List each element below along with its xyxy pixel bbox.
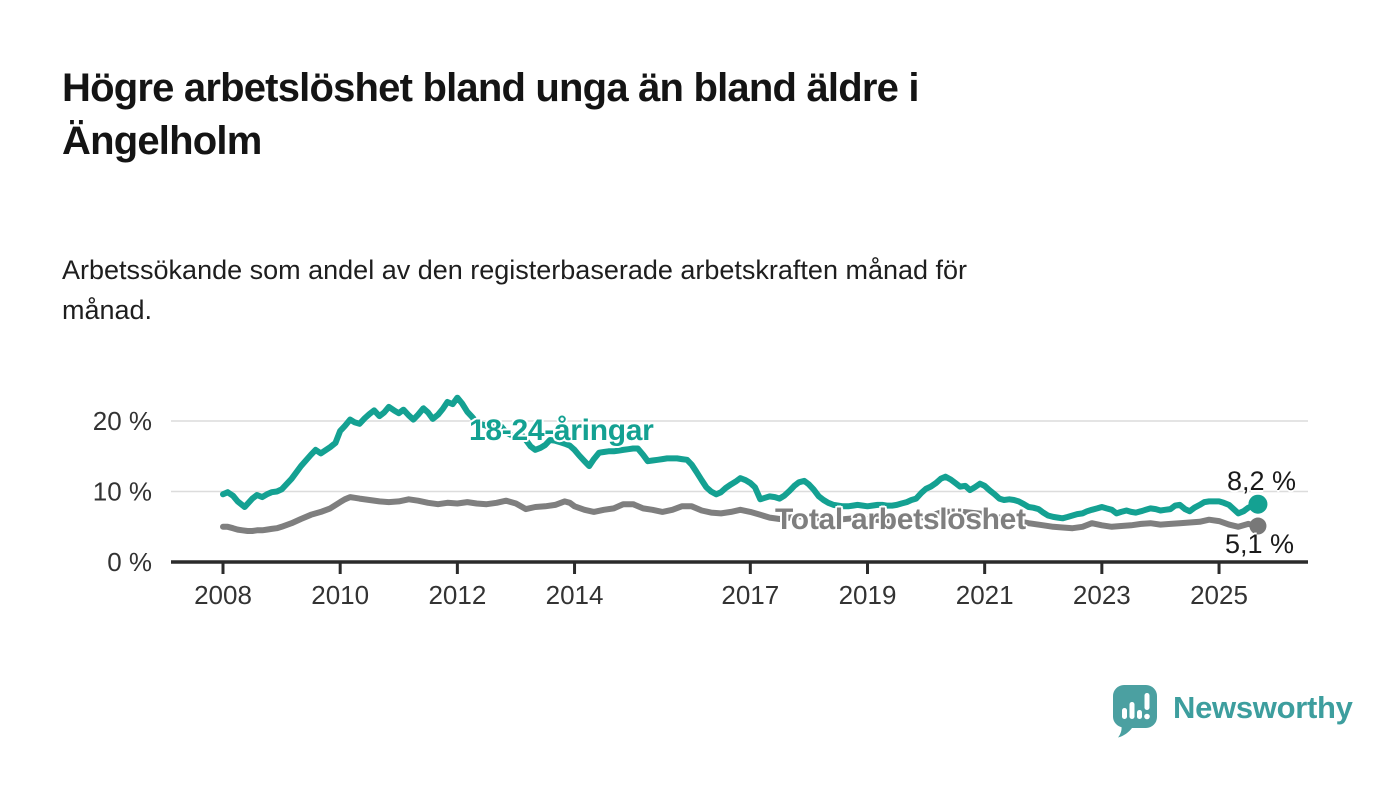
subtitle-line-2: månad. — [62, 295, 153, 325]
newsworthy-logo: Newsworthy — [1112, 684, 1353, 738]
title-line-1: Högre arbetslöshet bland unga än bland ä… — [62, 66, 919, 110]
svg-text:2023: 2023 — [1073, 580, 1131, 610]
end-value-total: 5,1 % — [1225, 529, 1295, 559]
page-title: Högre arbetslöshet bland unga än bland ä… — [62, 62, 1262, 168]
svg-text:10 %: 10 % — [93, 477, 152, 507]
end-value-young: 8,2 % — [1227, 466, 1297, 496]
svg-text:2012: 2012 — [428, 580, 486, 610]
title-line-2: Ängelholm — [62, 119, 262, 163]
series-label-young: 18-24-åringar — [469, 414, 654, 447]
svg-text:2014: 2014 — [546, 580, 604, 610]
svg-text:2021: 2021 — [956, 580, 1014, 610]
logo-bars — [1122, 693, 1150, 720]
newsworthy-logo-icon — [1113, 685, 1157, 738]
subtitle-line-1: Arbetssökande som andel av den registerb… — [62, 255, 968, 285]
chart-subtitle: Arbetssökande som andel av den registerb… — [62, 250, 1292, 330]
newsworthy-logo-text: Newsworthy — [1173, 690, 1353, 725]
svg-text:2019: 2019 — [839, 580, 897, 610]
svg-text:20 %: 20 % — [93, 406, 152, 436]
svg-text:2010: 2010 — [311, 580, 369, 610]
svg-text:2025: 2025 — [1190, 580, 1248, 610]
speech-bubble-shape — [1113, 685, 1157, 738]
svg-text:2017: 2017 — [721, 580, 779, 610]
svg-text:0 %: 0 % — [107, 547, 152, 577]
series-label-total: Total arbetslöshet — [775, 503, 1026, 536]
svg-text:2008: 2008 — [194, 580, 252, 610]
